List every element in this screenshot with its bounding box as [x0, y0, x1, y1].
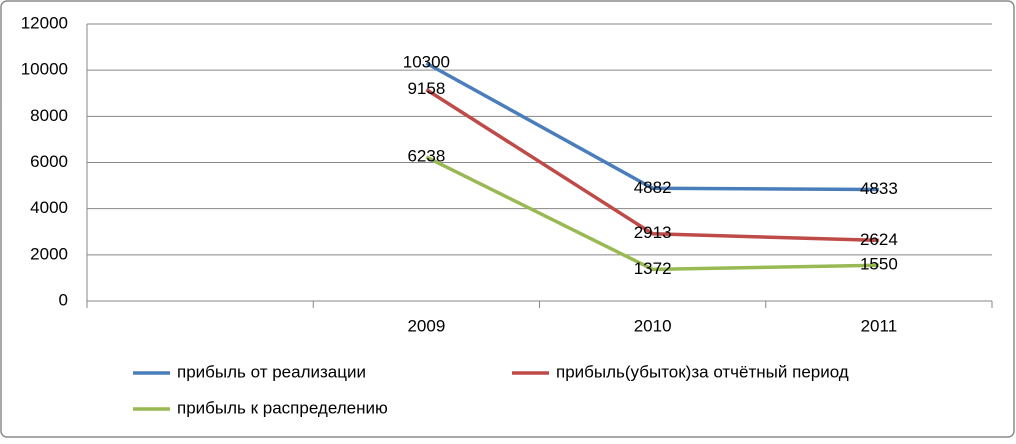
y-tick-label: 12000 [21, 13, 68, 32]
series-line [425, 61, 879, 192]
legend-label: прибыль к распределению [177, 398, 388, 417]
data-label: 1372 [634, 259, 672, 278]
x-tick-label: 2010 [634, 316, 672, 335]
data-label: 9158 [407, 79, 445, 98]
y-tick-label: 4000 [30, 198, 68, 217]
data-label: 2913 [634, 223, 672, 242]
data-label: 4882 [634, 178, 672, 197]
legend-label: прибыль(убыток)за отчётный период [556, 362, 849, 381]
x-tick-label: 2011 [861, 316, 898, 335]
x-tick-label: 2009 [407, 316, 445, 335]
y-tick-label: 2000 [30, 244, 68, 263]
data-label: 2624 [860, 230, 898, 249]
y-tick-label: 10000 [21, 60, 68, 79]
data-label: 4833 [860, 179, 898, 198]
data-label: 1550 [860, 255, 898, 274]
y-tick-label: 0 [59, 290, 68, 309]
legend-label: прибыль от реализации [177, 362, 366, 381]
data-label: 6238 [407, 146, 445, 165]
y-tick-label: 8000 [30, 106, 68, 125]
y-tick-label: 6000 [30, 152, 68, 171]
series-line [425, 88, 879, 243]
series-line [425, 155, 879, 272]
data-label: 10300 [403, 53, 450, 72]
